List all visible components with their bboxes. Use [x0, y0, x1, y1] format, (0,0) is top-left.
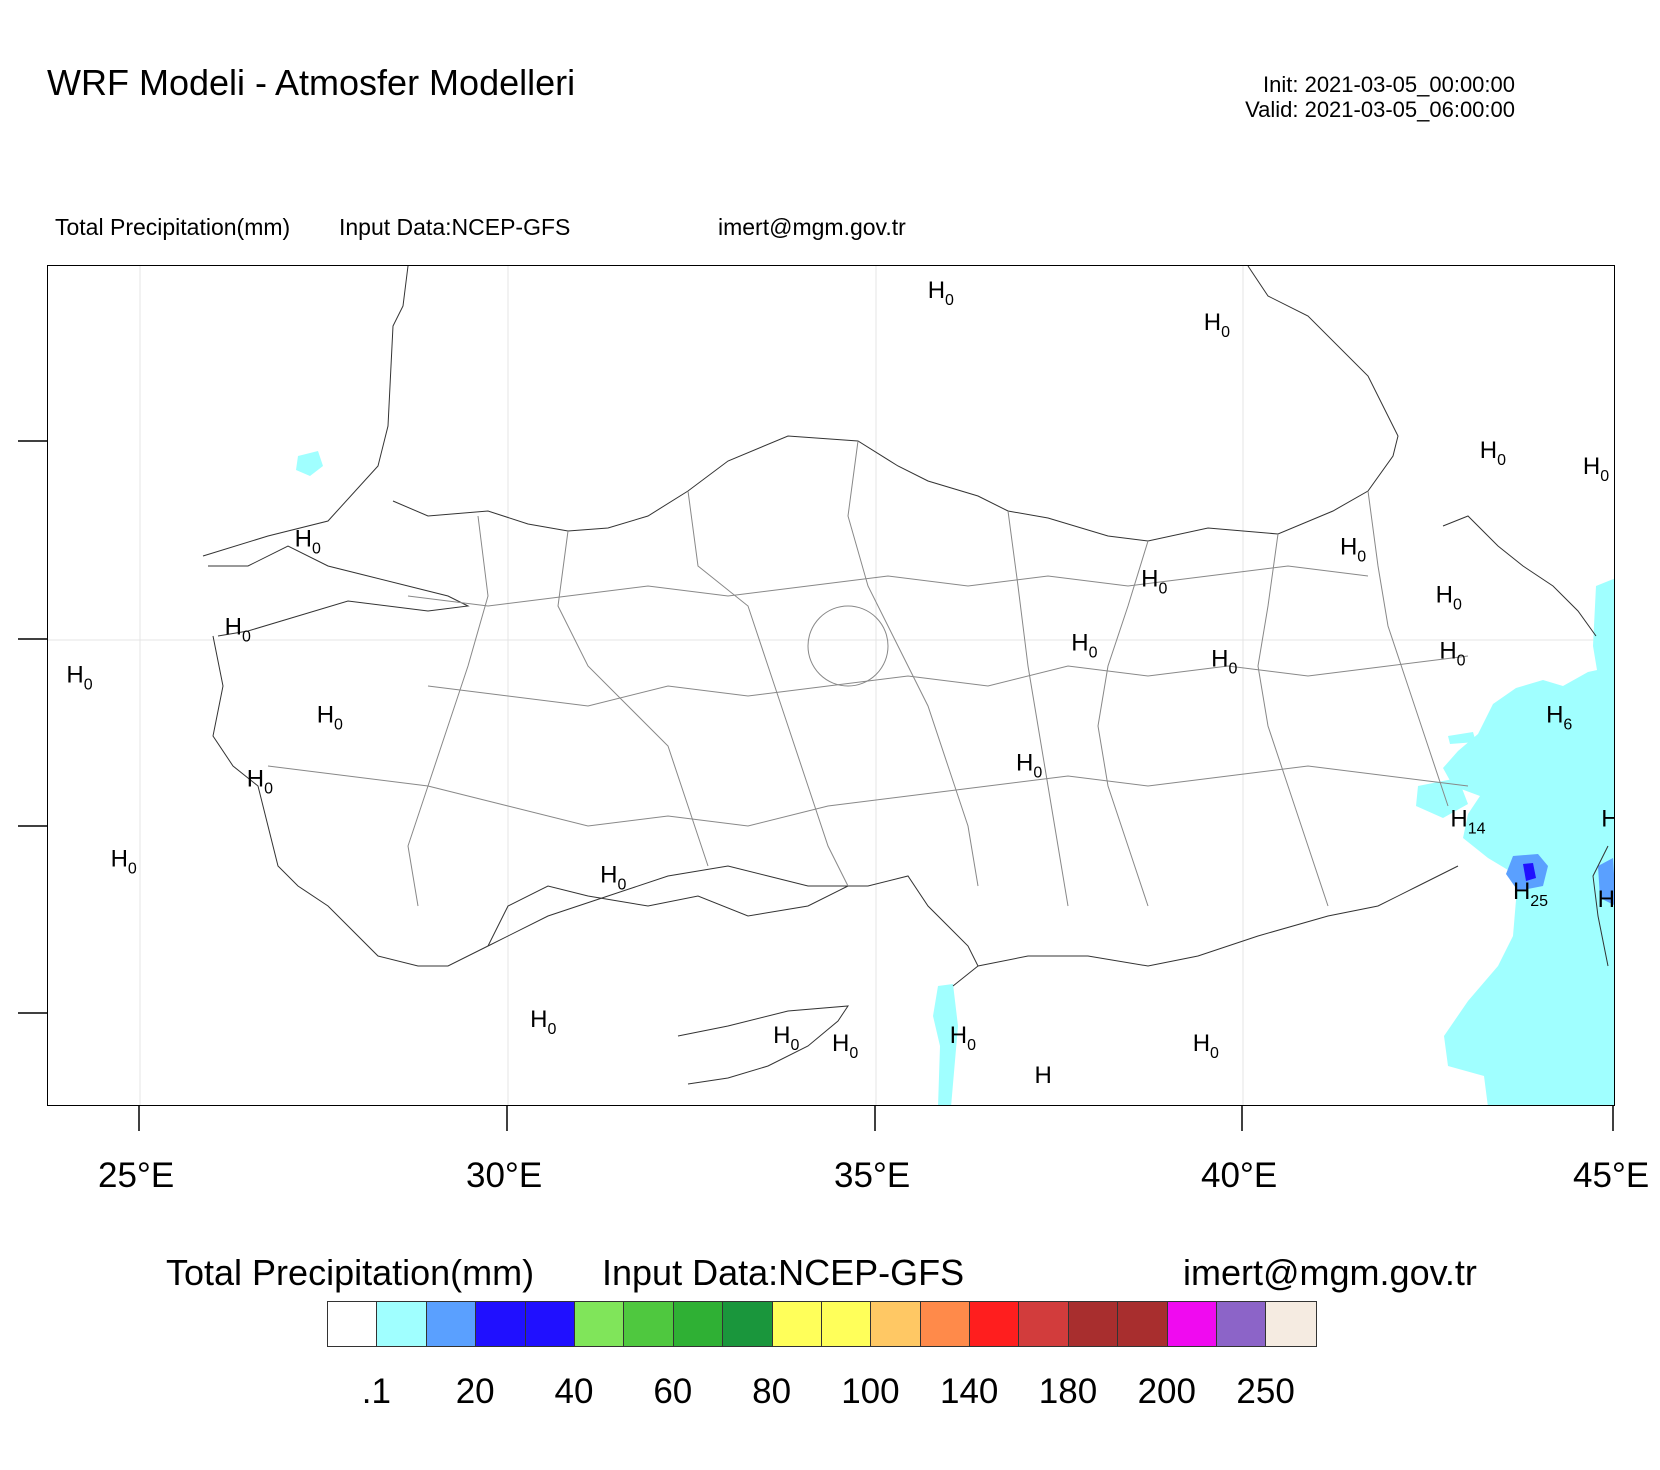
valid-time: Valid: 2021-03-05_06:00:00 — [1245, 97, 1515, 122]
max-label-22: H — [1598, 886, 1615, 913]
max-label-13: H0 — [317, 702, 343, 734]
syria-border — [977, 865, 1459, 967]
max-label-0: H0 — [928, 277, 954, 309]
colorbar-swatch-7 — [673, 1302, 724, 1346]
max-label-7: H0 — [1436, 581, 1462, 613]
precip-area-lake — [1416, 778, 1468, 818]
colorbar-label-8: 200 — [1137, 1372, 1196, 1411]
max-label-12: H0 — [66, 661, 92, 693]
lon-label-45: 45°E — [1573, 1156, 1650, 1195]
max-label-3: H0 — [1583, 453, 1609, 485]
colorbar-swatch-9 — [772, 1302, 822, 1346]
input-data-subtitle: Input Data:NCEP-GFS — [339, 214, 571, 240]
colorbar-label-5: 100 — [841, 1372, 900, 1411]
max-label-4: H0 — [295, 525, 321, 557]
eastern-border — [1442, 515, 1597, 637]
marmara-coast — [208, 545, 470, 637]
colorbar-label-6: 140 — [939, 1372, 999, 1411]
variable-subtitle: Total Precipitation(mm) — [55, 214, 291, 240]
maxima-labels: H0 H0 H0 H0 H0 H0 H0 H0 H0 H0 H0 H0 H0 H0 H6 H0 H0 H14 H H0… — [66, 277, 1615, 1089]
max-label-20: H0 — [600, 862, 626, 894]
colorbar-swatch-4 — [525, 1302, 575, 1346]
max-label-26: H0 — [950, 1022, 976, 1054]
colorbar-swatch-18 — [1217, 1302, 1267, 1346]
colorbar-swatch-14 — [1019, 1302, 1069, 1346]
max-label-11: H0 — [1439, 637, 1465, 669]
black-sea-coast — [202, 266, 1399, 557]
colorbar-swatch-8 — [723, 1302, 773, 1346]
contact-subtitle: imert@mgm.gov.tr — [718, 214, 906, 240]
max-label-23: H0 — [530, 1006, 556, 1038]
lon-label-25: 25°E — [98, 1156, 175, 1195]
bottom-ticks — [138, 1105, 1614, 1131]
max-label-18: H — [1601, 806, 1615, 833]
precip-area-small — [1448, 732, 1476, 744]
colorbar-swatch-12 — [920, 1302, 971, 1346]
max-label-10: H0 — [1211, 645, 1237, 677]
precip-area-heavy-van — [1523, 863, 1536, 881]
max-label-19: H0 — [111, 846, 137, 878]
lon-label-35: 35°E — [834, 1156, 911, 1195]
lon-label-30: 30°E — [466, 1156, 543, 1195]
map-canvas: H0 H0 H0 H0 H0 H0 H0 H0 H0 H0 H0 H0 H0 H0 H6 H0 H0 H14 H H0… — [48, 266, 1615, 1105]
max-label-2: H0 — [1480, 437, 1506, 469]
colorbar-label-2: 40 — [554, 1372, 594, 1411]
province-boundaries — [267, 440, 1469, 907]
max-label-8: H0 — [225, 613, 251, 645]
colorbar-label-1: 20 — [455, 1372, 495, 1411]
max-label-21: H25 — [1513, 878, 1548, 910]
legend-contact-title: imert@mgm.gov.tr — [1183, 1252, 1477, 1293]
colorbar-swatch-15 — [1068, 1302, 1119, 1346]
init-time: Init: 2021-03-05_00:00:00 — [1263, 72, 1515, 97]
precip-area-east-strip — [1593, 578, 1614, 676]
lon-label-40: 40°E — [1201, 1156, 1278, 1195]
max-label-14: H6 — [1546, 702, 1572, 734]
colorbar-swatch-10 — [821, 1302, 872, 1346]
max-label-1: H0 — [1204, 309, 1230, 341]
colorbar-swatch-0 — [328, 1302, 378, 1346]
colorbar-label-0: .1 — [361, 1372, 391, 1411]
colorbar-swatch-17 — [1167, 1302, 1218, 1346]
legend-variable-title: Total Precipitation(mm) — [166, 1252, 535, 1293]
precipitation-colorbar — [327, 1301, 1317, 1347]
colorbar-swatch-11 — [871, 1302, 921, 1346]
max-label-27: H0 — [1193, 1030, 1219, 1062]
colorbar-label-4: 80 — [752, 1372, 792, 1411]
max-label-9: H0 — [1071, 629, 1097, 661]
aegean-coast — [212, 635, 979, 987]
max-label-24: H0 — [773, 1022, 799, 1054]
colorbar-label-3: 60 — [653, 1372, 693, 1411]
south-coast — [487, 885, 849, 947]
colorbar-label-9: 250 — [1236, 1372, 1295, 1411]
map-panel[interactable]: H0 H0 H0 H0 H0 H0 H0 H0 H0 H0 H0 H0 H0 H0 H6 H0 H0 H14 H H0… — [47, 265, 1615, 1106]
precip-area-thrace — [296, 451, 323, 476]
max-label-16: H0 — [247, 766, 273, 798]
max-label-6: H0 — [1141, 565, 1167, 597]
max-label-25: H0 — [832, 1030, 858, 1062]
colorbar-swatch-16 — [1118, 1302, 1168, 1346]
colorbar-swatch-6 — [624, 1302, 674, 1346]
precipitation-field — [296, 451, 1614, 1105]
iran-border — [1592, 845, 1609, 967]
legend-input-title: Input Data:NCEP-GFS — [602, 1252, 965, 1293]
colorbar-label-7: 180 — [1038, 1372, 1098, 1411]
precip-area-medium-east — [1598, 858, 1614, 905]
graticule — [48, 266, 1614, 1105]
cyprus-coast — [677, 1005, 849, 1085]
colorbar-swatch-2 — [426, 1302, 477, 1346]
colorbar-swatch-19 — [1266, 1302, 1316, 1346]
max-label-15: H0 — [1016, 750, 1042, 782]
colorbar-swatch-5 — [574, 1302, 625, 1346]
coastlines — [202, 266, 1609, 1085]
precip-area-hatay — [933, 984, 958, 1105]
colorbar-swatch-1 — [377, 1302, 427, 1346]
max-label-17: H14 — [1450, 806, 1485, 838]
max-label-5: H0 — [1340, 533, 1366, 565]
colorbar-swatch-3 — [476, 1302, 526, 1346]
left-ticks — [18, 440, 47, 1014]
map-title: WRF Modeli - Atmosfer Modelleri — [47, 62, 576, 103]
colorbar-swatch-13 — [970, 1302, 1020, 1346]
max-label-28: H — [1034, 1062, 1051, 1089]
